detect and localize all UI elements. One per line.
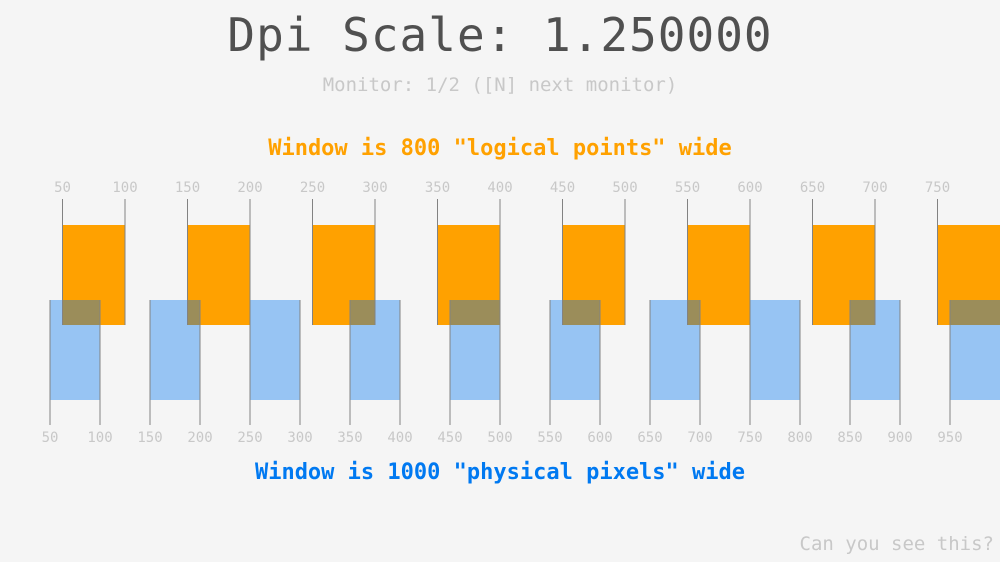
logical-tick-label: 400 (487, 180, 512, 196)
logical-tick-label: 50 (54, 180, 71, 196)
physical-tick-label: 900 (887, 430, 912, 446)
physical-tick-label: 700 (687, 430, 712, 446)
physical-tick-label: 150 (137, 430, 162, 446)
overlap-block (62, 300, 100, 325)
physical-tick-label: 400 (387, 430, 412, 446)
overlap-block (687, 300, 700, 325)
overlap-block (562, 300, 600, 325)
physical-tick-label: 750 (737, 430, 762, 446)
overlap-block (450, 300, 500, 325)
dpi-scale-title: Dpi Scale: 1.250000 (227, 8, 773, 62)
physical-tick-label: 850 (837, 430, 862, 446)
logical-tick-label: 150 (175, 180, 200, 196)
overlap-block (950, 300, 1000, 325)
physical-block (750, 300, 800, 400)
logical-tick-label: 600 (737, 180, 762, 196)
physical-tick-label: 50 (42, 430, 59, 446)
logical-tick-label: 100 (112, 180, 137, 196)
physical-tick-label: 600 (587, 430, 612, 446)
logical-tick-label: 350 (425, 180, 450, 196)
physical-tick-label: 950 (937, 430, 962, 446)
physical-tick-label: 500 (487, 430, 512, 446)
physical-block (250, 300, 300, 400)
monitor-info: Monitor: 1/2 ([N] next monitor) (322, 74, 678, 96)
physical-tick-label: 100 (87, 430, 112, 446)
logical-tick-label: 300 (362, 180, 387, 196)
logical-tick-label: 200 (237, 180, 262, 196)
logical-tick-label: 450 (550, 180, 575, 196)
logical-tick-label: 250 (300, 180, 325, 196)
overlap-block (850, 300, 875, 325)
physical-tick-label: 250 (237, 430, 262, 446)
logical-tick-label: 500 (612, 180, 637, 196)
physical-tick-label: 350 (337, 430, 362, 446)
physical-tick-label: 450 (437, 430, 462, 446)
overlap-block (187, 300, 200, 325)
logical-tick-label: 550 (675, 180, 700, 196)
logical-tick-label: 650 (800, 180, 825, 196)
physical-tick-label: 650 (637, 430, 662, 446)
physical-tick-label: 550 (537, 430, 562, 446)
overlap-block (350, 300, 375, 325)
physical-tick-label: 200 (187, 430, 212, 446)
logical-width-label: Window is 800 "logical points" wide (268, 136, 732, 161)
logical-tick-label: 750 (925, 180, 950, 196)
physical-tick-label: 300 (287, 430, 312, 446)
physical-width-label: Window is 1000 "physical pixels" wide (254, 460, 746, 485)
logical-tick-label: 700 (862, 180, 887, 196)
corner-text: Can you see this? (799, 533, 994, 555)
physical-tick-label: 800 (787, 430, 812, 446)
